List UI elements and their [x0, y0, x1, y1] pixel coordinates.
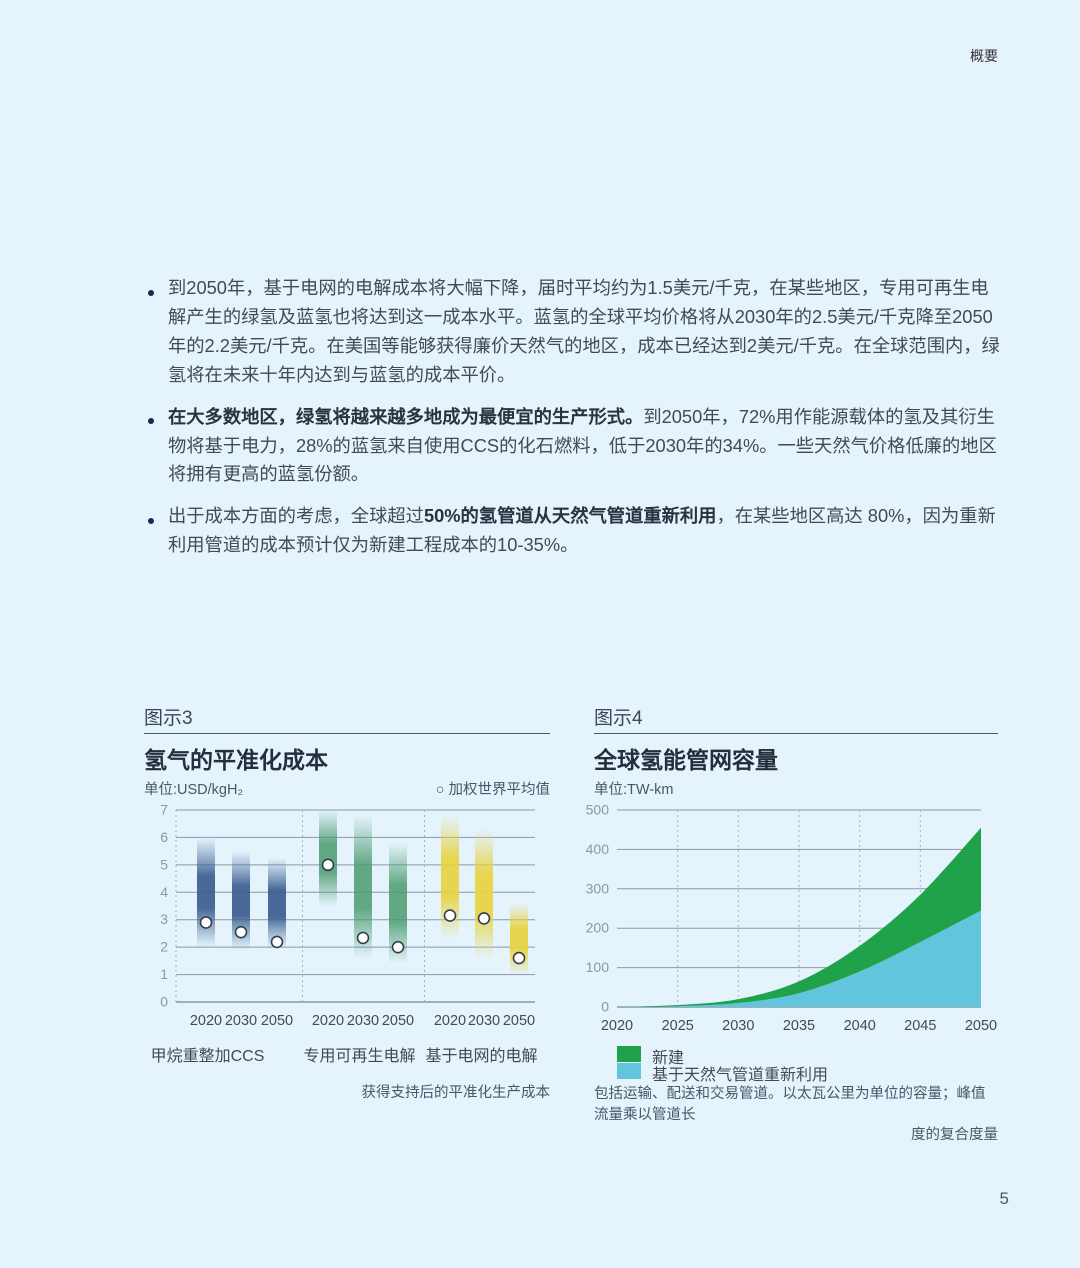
svg-text:7: 7: [160, 802, 168, 818]
svg-text:3: 3: [160, 911, 168, 927]
svg-text:2020: 2020: [312, 1013, 344, 1029]
svg-text:100: 100: [586, 959, 610, 975]
svg-text:2020: 2020: [434, 1013, 466, 1029]
svg-text:2025: 2025: [662, 1018, 694, 1034]
svg-text:400: 400: [586, 841, 610, 857]
svg-text:2050: 2050: [965, 1018, 997, 1034]
svg-text:2: 2: [160, 939, 168, 955]
svg-text:2040: 2040: [844, 1018, 876, 1034]
svg-text:1: 1: [160, 966, 168, 982]
svg-text:2030: 2030: [347, 1013, 379, 1029]
svg-text:2050: 2050: [382, 1013, 414, 1029]
svg-text:2020: 2020: [190, 1013, 222, 1029]
svg-text:2030: 2030: [468, 1013, 500, 1029]
svg-text:300: 300: [586, 880, 610, 896]
svg-text:4: 4: [160, 884, 168, 900]
svg-text:200: 200: [586, 920, 610, 936]
svg-text:2050: 2050: [503, 1013, 535, 1029]
svg-text:5: 5: [160, 856, 168, 872]
svg-text:2020: 2020: [601, 1018, 633, 1034]
svg-text:500: 500: [586, 802, 610, 818]
svg-text:6: 6: [160, 829, 168, 845]
svg-text:2050: 2050: [261, 1013, 293, 1029]
svg-text:2030: 2030: [225, 1013, 257, 1029]
svg-text:2035: 2035: [783, 1018, 815, 1034]
svg-text:0: 0: [160, 994, 168, 1010]
svg-text:2030: 2030: [722, 1018, 754, 1034]
svg-text:2045: 2045: [904, 1018, 936, 1034]
svg-text:0: 0: [601, 999, 609, 1015]
